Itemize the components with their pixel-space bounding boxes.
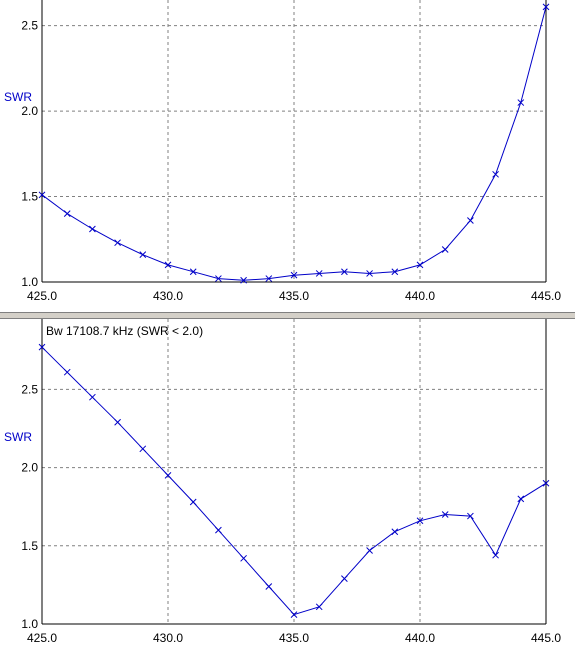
y-axis-label: SWR (4, 430, 32, 444)
y-tick-label: 2.5 (21, 19, 38, 33)
y-tick-label: 2.5 (21, 382, 38, 396)
data-point-marker (366, 547, 373, 554)
data-point-marker (467, 512, 474, 520)
data-point-marker (89, 225, 96, 233)
y-axis-label: SWR (4, 90, 32, 104)
data-point-marker (215, 275, 222, 282)
x-tick-label: 445.0 (531, 631, 561, 645)
data-point-marker (467, 217, 474, 224)
y-tick-label: 1.5 (21, 190, 38, 204)
x-tick-label: 430.0 (153, 289, 183, 303)
data-point-marker (139, 445, 147, 453)
data-point-marker (341, 268, 348, 276)
data-point-marker (164, 261, 172, 269)
x-tick-label: 435.0 (279, 289, 309, 303)
data-point-marker (416, 517, 424, 525)
data-point-marker (290, 271, 298, 279)
data-point-marker (315, 270, 323, 277)
data-point-marker (139, 251, 147, 259)
x-tick-label: 440.0 (405, 289, 435, 303)
x-tick-label: 425.0 (27, 289, 57, 303)
panel-divider[interactable] (0, 312, 575, 319)
data-point-marker (517, 99, 525, 106)
data-point-marker (89, 393, 96, 401)
data-point-marker (114, 239, 121, 247)
data-point-marker (114, 418, 121, 426)
data-point-marker (38, 343, 46, 351)
swr-series-line (41, 6, 547, 281)
data-point-marker (290, 611, 298, 618)
data-point-marker (391, 528, 399, 536)
bottom-swr-chart: 425.0 430.0 435.0 440.0 445.0 1.0 1.5 2.0 2.5 SWR… (0, 319, 575, 652)
x-tick-label: 425.0 (27, 631, 57, 645)
bandwidth-annotation: Bw 17108.7 kHz (SWR < 2.0) (46, 324, 203, 338)
data-point-marker (189, 268, 197, 276)
data-point-marker (542, 3, 550, 11)
data-point-marker (240, 554, 247, 562)
data-point-marker (315, 603, 323, 611)
data-point-marker (391, 268, 399, 276)
y-tick-label: 1.0 (21, 617, 38, 631)
data-point-marker (240, 276, 247, 284)
x-tick-label: 445.0 (531, 289, 561, 303)
top-swr-chart: 425.0 430.0 435.0 440.0 445.0 1.0 1.5 2.0 2.5 SWR (0, 0, 575, 312)
data-point-marker (441, 511, 449, 518)
data-point-marker (492, 551, 499, 559)
data-point-marker (341, 575, 348, 582)
data-point-marker (215, 526, 222, 534)
x-tick-label: 430.0 (153, 631, 183, 645)
y-tick-label: 1.5 (21, 539, 38, 553)
data-point-marker (441, 246, 449, 253)
data-point-marker (164, 472, 172, 479)
data-point-marker (517, 495, 525, 503)
data-point-marker (265, 583, 273, 590)
data-point-marker (38, 191, 46, 199)
x-tick-label: 440.0 (405, 631, 435, 645)
data-point-marker (63, 210, 71, 217)
y-tick-label: 2.0 (21, 104, 38, 118)
data-point-marker (492, 170, 499, 178)
data-point-marker (189, 498, 197, 506)
y-tick-label: 2.0 (21, 461, 38, 475)
data-point-marker (416, 261, 424, 269)
top-chart-svg: 425.0 430.0 435.0 440.0 445.0 1.0 1.5 2.0 2.5 SWR (4, 0, 561, 303)
data-point-marker (265, 275, 273, 282)
y-tick-label: 1.0 (21, 275, 38, 289)
data-point-marker (366, 270, 373, 277)
bottom-chart-svg: 425.0 430.0 435.0 440.0 445.0 1.0 1.5 2.0 2.5 SWR… (4, 319, 561, 645)
data-point-marker (63, 368, 71, 376)
x-tick-label: 435.0 (279, 631, 309, 645)
data-point-marker (542, 479, 550, 487)
